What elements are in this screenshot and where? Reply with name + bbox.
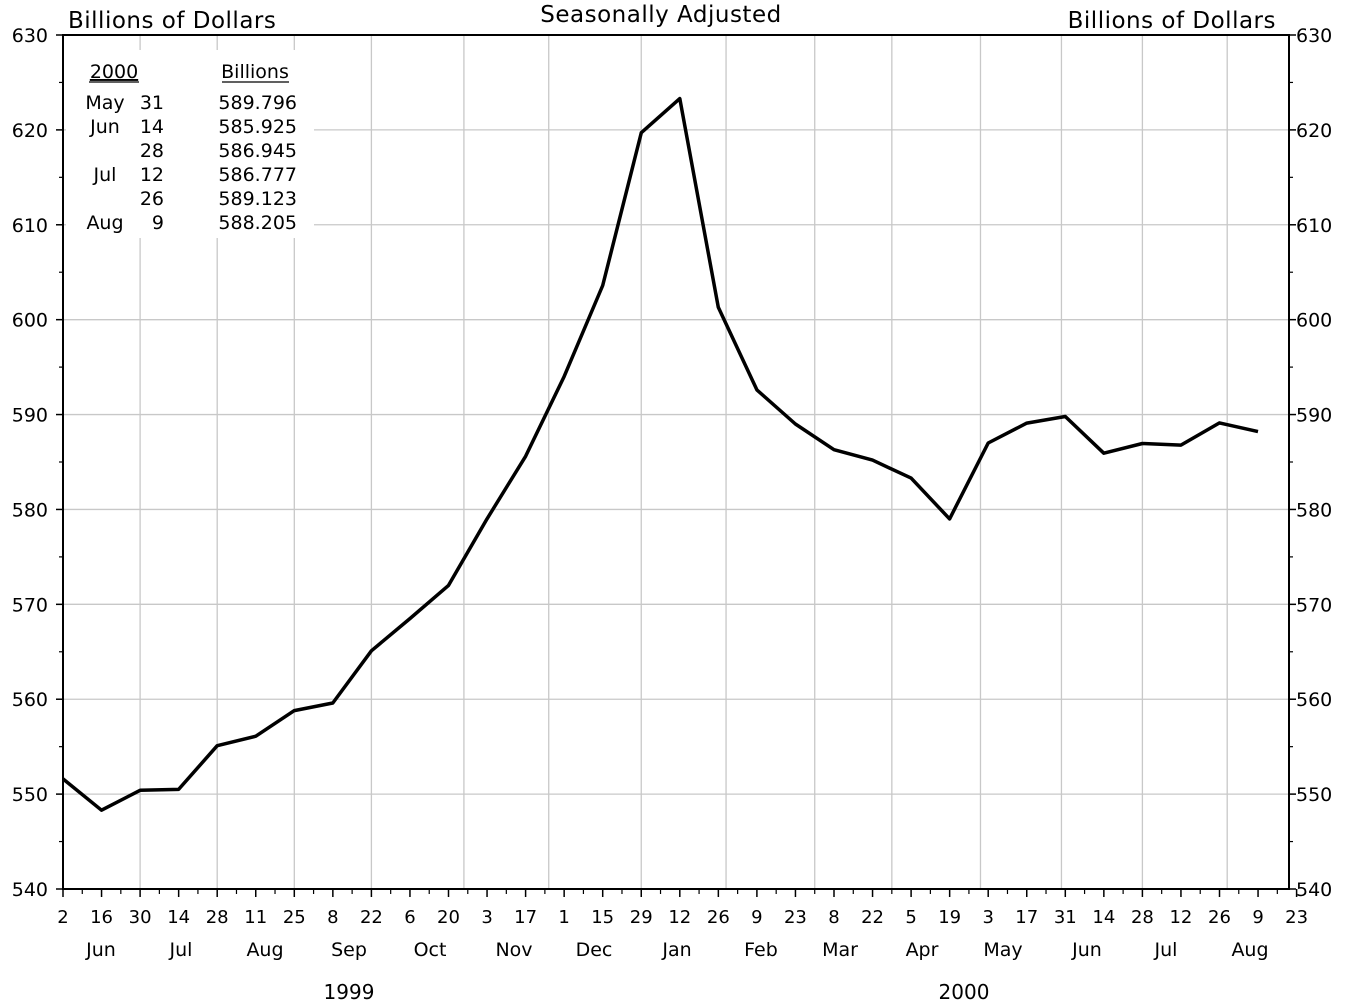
inset-row-month: Jun	[89, 116, 120, 138]
axes-layer: 540 540 550 550 560 560 570 570 580 580 590 590 600 6…	[12, 25, 1333, 1004]
month-label: Aug	[1231, 939, 1268, 961]
y-tick-label-right: 590	[1296, 405, 1332, 427]
month-label: Sep	[331, 939, 367, 961]
inset-row-value: 586.777	[218, 164, 297, 186]
month-label: Jul	[169, 939, 193, 961]
x-tick-label: 22	[360, 907, 383, 928]
y-tick-label-right: 550	[1296, 784, 1332, 806]
y-tick-label-right: 600	[1296, 310, 1332, 332]
y-tick-label-right: 580	[1296, 499, 1332, 521]
month-label: Jul	[1154, 939, 1178, 961]
x-tick-label: 9	[751, 907, 762, 928]
inset-row-month: Aug	[86, 212, 123, 234]
inset-row-value: 589.123	[218, 188, 297, 210]
x-tick-label: 17	[514, 907, 537, 928]
x-tick-label: 26	[707, 907, 730, 928]
inset-row-day: 12	[140, 164, 164, 186]
chart-title: Seasonally Adjusted	[540, 2, 781, 28]
y-tick-label-right: 610	[1296, 215, 1332, 237]
x-tick-label: 23	[1285, 907, 1308, 928]
x-tick-label: 8	[327, 907, 338, 928]
x-tick-label: 29	[630, 907, 653, 928]
x-tick-label: 28	[1131, 907, 1154, 928]
month-label: Jun	[85, 939, 116, 961]
month-label: Jun	[1071, 939, 1102, 961]
x-tick-label: 5	[905, 907, 916, 928]
month-label: Jan	[661, 939, 691, 961]
x-tick-label: 30	[129, 907, 152, 928]
year-label: 2000	[939, 980, 990, 1004]
month-label: May	[983, 939, 1022, 961]
x-tick-label: 1	[558, 907, 569, 928]
series-line	[61, 96, 1259, 812]
x-tick-label: 19	[938, 907, 961, 928]
y-tick-label-left: 600	[12, 310, 48, 332]
x-tick-label: 6	[404, 907, 415, 928]
x-tick-label: 14	[1092, 907, 1115, 928]
month-label: Apr	[906, 939, 939, 961]
x-tick-label: 2	[57, 907, 68, 928]
month-label: Mar	[822, 939, 858, 961]
x-tick-label: 14	[167, 907, 190, 928]
x-tick-label: 23	[784, 907, 807, 928]
inset-row-value: 585.925	[218, 116, 297, 138]
y-tick-label-right: 540	[1296, 879, 1332, 901]
x-tick-label: 15	[591, 907, 614, 928]
year-label: 1999	[324, 980, 375, 1004]
y-tick-label-right: 630	[1296, 25, 1332, 47]
right-axis-label: Billions of Dollars	[1068, 8, 1276, 34]
y-tick-label-left: 620	[12, 120, 48, 142]
month-label: Aug	[246, 939, 283, 961]
inset-row-month: Jul	[93, 164, 117, 186]
inset-row-value: 589.796	[218, 92, 297, 114]
x-tick-label: 12	[668, 907, 691, 928]
inset-row-day: 14	[140, 116, 164, 138]
y-tick-label-right: 570	[1296, 594, 1332, 616]
inset-row-day: 28	[140, 140, 164, 162]
x-tick-label: 17	[1015, 907, 1038, 928]
y-tick-label-left: 540	[12, 879, 48, 901]
inset-header-value: Billions	[221, 61, 289, 83]
y-tick-label-left: 550	[12, 784, 48, 806]
x-tick-label: 25	[283, 907, 306, 928]
y-tick-label-left: 610	[12, 215, 48, 237]
x-tick-label: 12	[1169, 907, 1192, 928]
y-tick-label-left: 580	[12, 499, 48, 521]
series-layer	[61, 96, 1259, 812]
month-label: Dec	[576, 939, 613, 961]
x-tick-label: 3	[982, 907, 993, 928]
x-tick-label: 11	[244, 907, 267, 928]
x-tick-label: 22	[861, 907, 884, 928]
x-tick-label: 8	[828, 907, 839, 928]
inset-row-value: 588.205	[218, 212, 297, 234]
month-label: Oct	[414, 939, 447, 961]
inset-table: 2000 Billions May 31 589.796 Jun 14 585.925 28 58…	[66, 50, 314, 238]
y-tick-label-right: 560	[1296, 689, 1332, 711]
y-tick-label-left: 630	[12, 25, 48, 47]
x-tick-label: 9	[1252, 907, 1263, 928]
inset-row-value: 586.945	[218, 140, 297, 162]
x-tick-label: 26	[1208, 907, 1231, 928]
y-tick-label-left: 590	[12, 405, 48, 427]
month-label: Feb	[744, 939, 778, 961]
x-tick-label: 31	[1054, 907, 1077, 928]
inset-row-day: 31	[140, 92, 164, 114]
x-tick-label: 3	[481, 907, 492, 928]
inset-row-day: 26	[140, 188, 164, 210]
y-tick-label-right: 620	[1296, 120, 1332, 142]
left-axis-label: Billions of Dollars	[68, 8, 276, 34]
inset-row-month: May	[85, 92, 124, 114]
x-tick-label: 28	[206, 907, 229, 928]
month-label: Nov	[495, 939, 532, 961]
inset-header-year: 2000	[90, 61, 138, 83]
y-tick-label-left: 570	[12, 594, 48, 616]
x-tick-label: 20	[437, 907, 460, 928]
x-tick-label: 16	[90, 907, 113, 928]
inset-background	[66, 50, 314, 238]
inset-row-day: 9	[152, 212, 164, 234]
y-tick-label-left: 560	[12, 689, 48, 711]
